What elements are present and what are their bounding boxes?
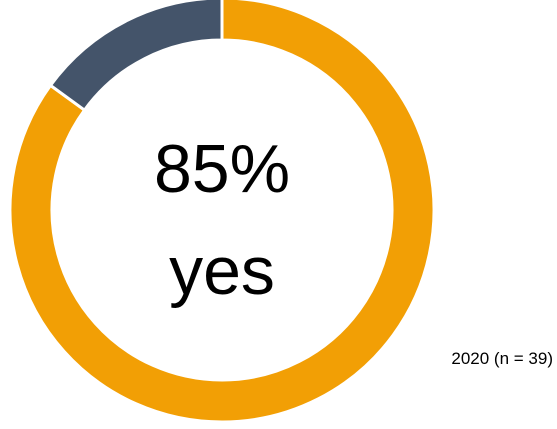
donut-slice-no xyxy=(48,0,224,113)
donut-slices xyxy=(8,0,436,424)
center-label: yes xyxy=(169,233,275,309)
center-value: 85% xyxy=(154,131,290,207)
sample-size-annotation: 2020 (n = 39) xyxy=(451,349,553,368)
donut-slice-yes xyxy=(8,0,436,424)
